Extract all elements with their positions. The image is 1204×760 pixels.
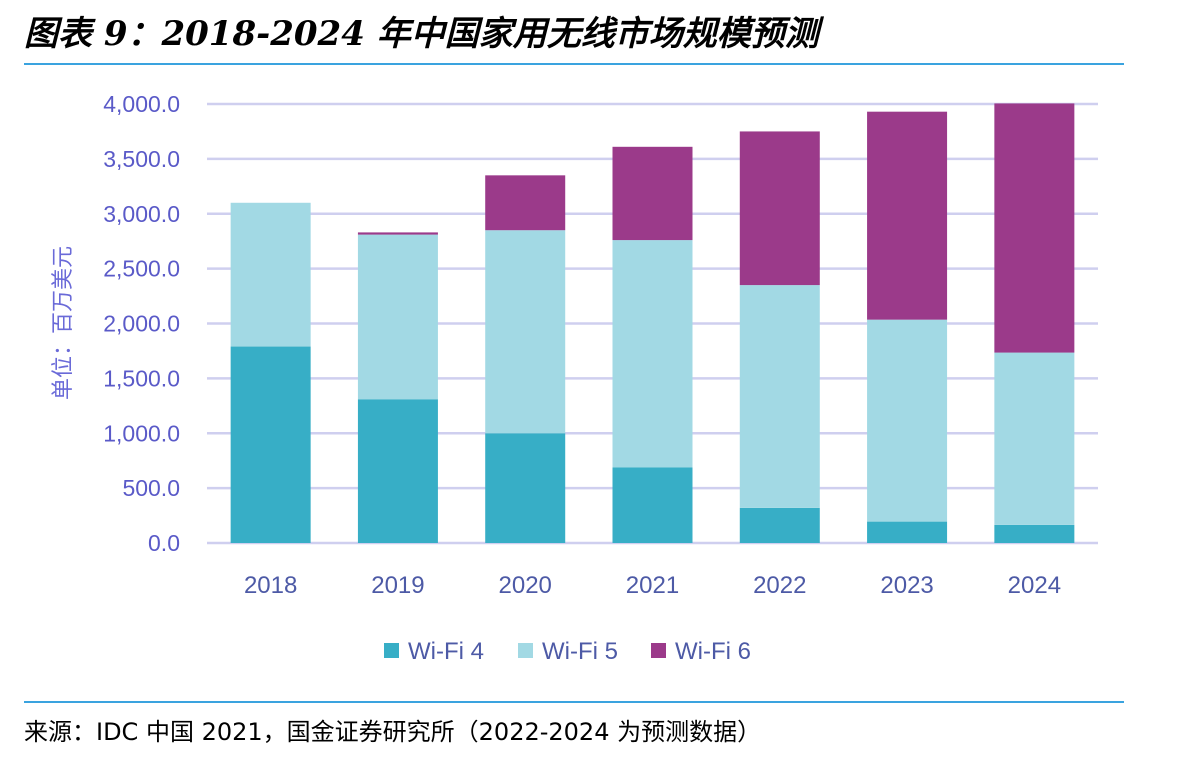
x-tick-label: 2018 <box>244 572 297 599</box>
x-tick-label: 2020 <box>499 572 552 599</box>
y-tick-label: 1,000.0 <box>103 420 180 446</box>
bar-wi-fi-6-2020 <box>485 175 566 231</box>
bar-wi-fi-6-2023 <box>867 111 948 320</box>
y-tick-label: 3,000.0 <box>103 201 180 227</box>
legend: Wi-Fi 4 Wi-Fi 5 Wi-Fi 6 <box>384 638 751 665</box>
bar-wi-fi-5-2022 <box>739 285 820 508</box>
figure-title: 图表 9：2018-2024 年中国家用无线市场规模预测 <box>24 14 819 54</box>
bar-wi-fi-4-2019 <box>357 399 438 543</box>
legend-swatch <box>384 643 399 658</box>
y-tick-label: 0.0 <box>148 530 180 556</box>
bar-wi-fi-5-2018 <box>230 202 311 347</box>
legend-label: Wi-Fi 5 <box>542 638 618 665</box>
bar-wi-fi-4-2021 <box>612 467 693 543</box>
bar-wi-fi-5-2019 <box>357 234 438 400</box>
bar-wi-fi-5-2023 <box>867 319 948 522</box>
y-tick-label: 500.0 <box>122 475 180 501</box>
x-axis-ticks: 2018 2019 2020 2021 2022 2023 2024 <box>244 572 1061 599</box>
bar-wi-fi-4-2022 <box>739 507 820 543</box>
bar-wi-fi-5-2020 <box>485 230 566 434</box>
bar-wi-fi-6-2021 <box>612 146 693 241</box>
legend-label: Wi-Fi 4 <box>408 638 484 665</box>
bar-wi-fi-5-2024 <box>994 352 1075 525</box>
y-tick-label: 3,500.0 <box>103 146 180 172</box>
legend-swatch <box>518 643 533 658</box>
stacked-bar-chart: 0.0 500.0 1,000.0 1,500.0 2,000.0 2,500.0 3,00… <box>51 91 1098 665</box>
x-tick-label: 2019 <box>371 572 424 599</box>
bar-wi-fi-4-2020 <box>485 433 566 543</box>
bottom-divider <box>24 701 1124 703</box>
bar-wi-fi-6-2022 <box>739 131 820 286</box>
x-tick-label: 2021 <box>626 572 679 599</box>
legend-label: Wi-Fi 6 <box>675 638 751 665</box>
bar-wi-fi-4-2024 <box>994 524 1075 543</box>
y-tick-label: 2,500.0 <box>103 256 180 282</box>
legend-swatch <box>651 643 666 658</box>
x-tick-label: 2023 <box>880 572 933 599</box>
bars <box>230 103 1075 543</box>
y-tick-label: 1,500.0 <box>103 365 180 391</box>
y-axis-ticks: 0.0 500.0 1,000.0 1,500.0 2,000.0 2,500.0 3,00… <box>103 91 180 556</box>
bar-wi-fi-4-2023 <box>867 521 948 543</box>
bar-wi-fi-4-2018 <box>230 346 311 543</box>
bar-wi-fi-6-2024 <box>994 103 1075 353</box>
top-divider <box>24 63 1124 65</box>
source-note: 来源：IDC 中国 2021，国金证券研究所（2022-2024 为预测数据） <box>24 718 762 746</box>
bar-wi-fi-5-2021 <box>612 240 693 468</box>
x-tick-label: 2022 <box>753 572 806 599</box>
x-tick-label: 2024 <box>1008 572 1061 599</box>
y-tick-label: 2,000.0 <box>103 311 180 337</box>
bar-wi-fi-6-2019 <box>357 232 438 235</box>
y-tick-label: 4,000.0 <box>103 91 180 117</box>
y-axis-label: 单位：百万美元 <box>51 246 76 400</box>
